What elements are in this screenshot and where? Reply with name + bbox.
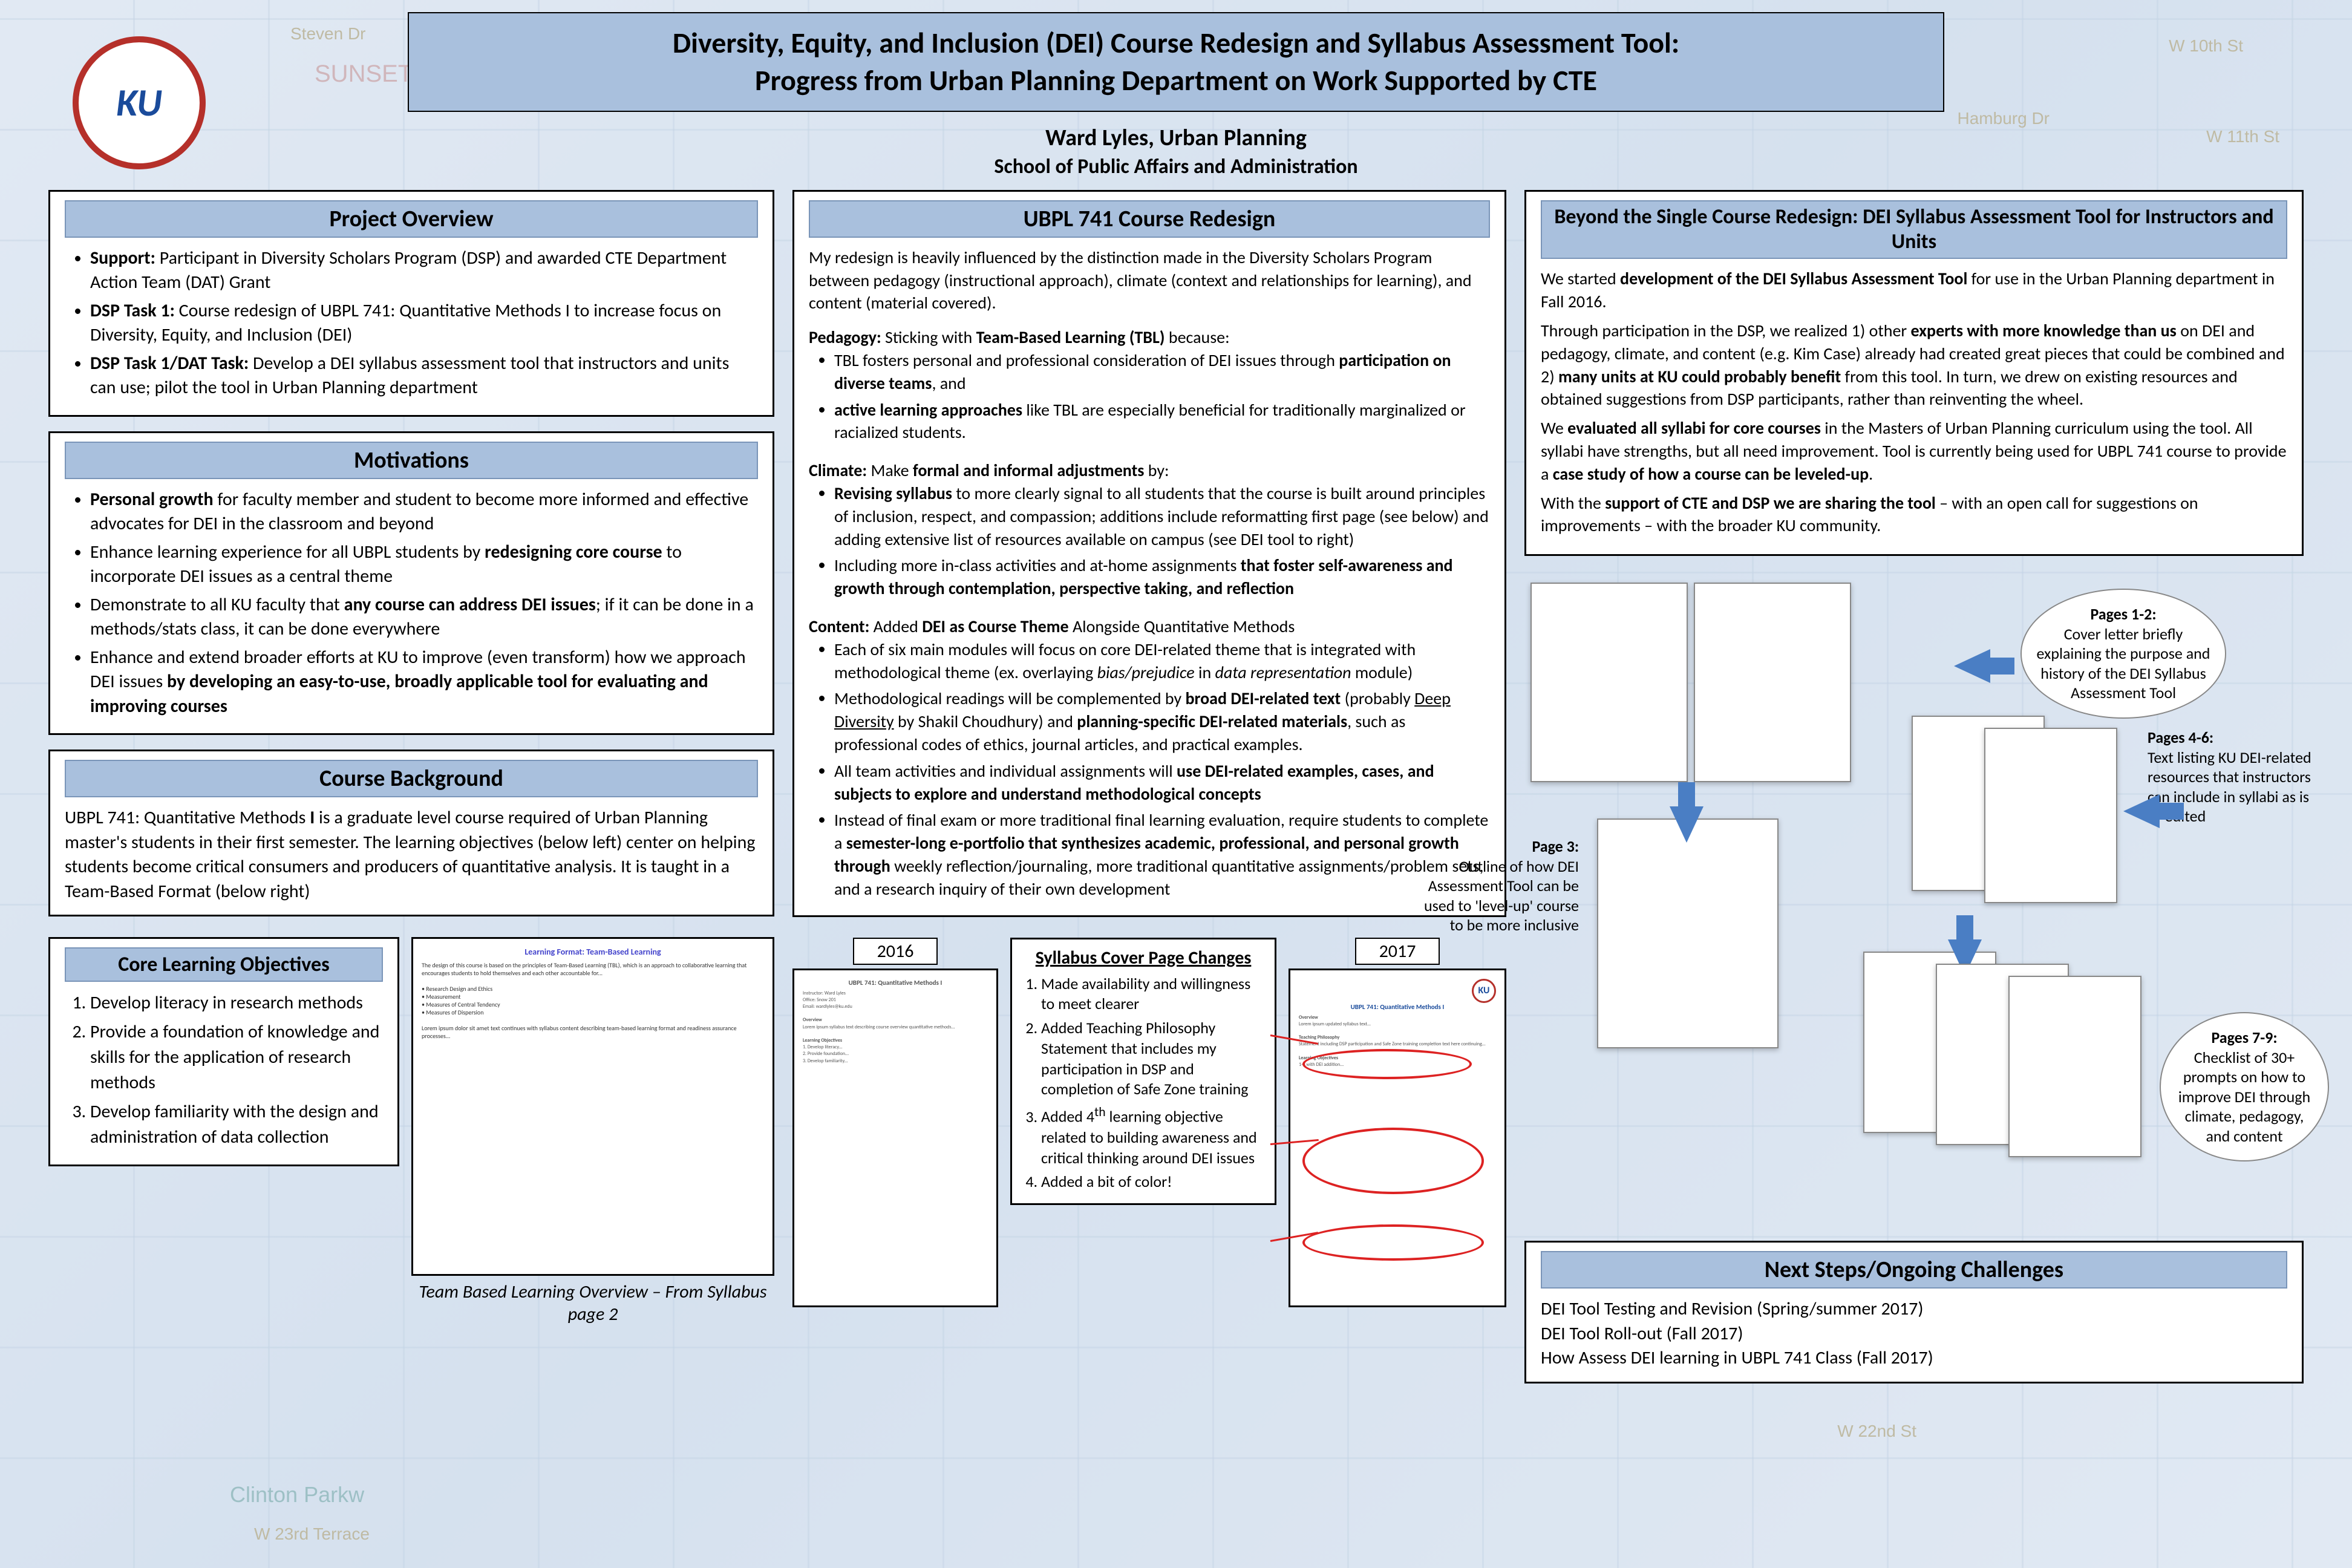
pedagogy-list: TBL fosters personal and professional co… [809,349,1490,444]
climate-item: Revising syllabus to more clearly signal… [834,482,1490,550]
arrow-icon [2123,794,2160,828]
column-right: Beyond the Single Course Redesign: DEI S… [1524,190,2304,1383]
objective-item: Develop familiarity with the design and … [90,1099,383,1150]
ku-planner-logo: KU [73,36,206,169]
tbl-syllabus-thumbnail: Learning Format: Team-Based Learning The… [411,937,774,1276]
course-background-header: Course Background [65,760,758,797]
doc-thumb-title: Learning Format: Team-Based Learning [422,947,764,958]
content-item: Each of six main modules will focus on c… [834,638,1490,684]
syllabus-2016-wrapper: 2016 UBPL 741: Quantitative Methods I In… [792,938,998,1307]
content-item: Methodological readings will be compleme… [834,687,1490,756]
beyond-header: Beyond the Single Course Redesign: DEI S… [1541,200,2287,260]
tool-page-thumb [1597,818,1779,1048]
syllabus-2017-wrapper: 2017 KU UBPL 741: Quantitative Methods I… [1289,938,1506,1307]
motivation-item: Enhance learning experience for all UBPL… [90,540,758,589]
poster-title-line2: Progress from Urban Planning Department … [427,62,1925,99]
climate-lead: Climate: Make formal and informal adjust… [809,459,1490,482]
callout-pages-1-2: Pages 1-2:Cover letter briefly explainin… [2020,589,2226,719]
tool-page-thumb [2008,976,2141,1157]
syllabus-2016-thumbnail: UBPL 741: Quantitative Methods I Instruc… [792,969,998,1307]
syllabus-change-item: Added a bit of color! [1041,1172,1265,1192]
tool-page-thumb [1984,728,2117,903]
syllabus-change-item: Added 4th learning objective related to … [1041,1103,1265,1168]
logo-text: KU [116,79,162,126]
next-step-item: DEI Tool Roll-out (Fall 2017) [1541,1322,2287,1347]
learning-objectives-box: Core Learning Objectives Develop literac… [48,937,399,1166]
project-overview-list: Support: Participant in Diversity Schola… [65,246,758,400]
overview-item: Support: Participant in Diversity Schola… [90,246,758,295]
red-annotation-oval [1302,1049,1472,1079]
callout-pages-7-9: Pages 7-9:Checklist of 30+ prompts on ho… [2160,1012,2329,1161]
tbl-overview-wrapper: Learning Format: Team-Based Learning The… [411,937,774,1325]
doc-title-2016: UBPL 741: Quantitative Methods I [803,979,988,987]
content-item: Instead of final exam or more traditiona… [834,809,1490,900]
pedagogy-item: active learning approaches like TBL are … [834,399,1490,445]
column-center: UBPL 741 Course Redesign My redesign is … [792,190,1506,1307]
poster-title-block: Diversity, Equity, and Inclusion (DEI) C… [408,12,1944,112]
climate-list: Revising syllabus to more clearly signal… [809,482,1490,600]
next-step-item: How Assess DEI learning in UBPL 741 Clas… [1541,1346,2287,1371]
course-redesign-box: UBPL 741 Course Redesign My redesign is … [792,190,1506,917]
syllabus-changes-list: Made availability and willingness to mee… [1022,974,1265,1193]
motivation-item: Personal growth for faculty member and s… [90,488,758,537]
climate-item: Including more in-class activities and a… [834,554,1490,600]
syllabus-change-item: Added Teaching Philosophy Statement that… [1041,1018,1265,1100]
syllabus-2017-thumbnail: KU UBPL 741: Quantitative Methods I Over… [1289,969,1506,1307]
next-steps-box: Next Steps/Ongoing Challenges DEI Tool T… [1524,1241,2304,1383]
course-background-text: UBPL 741: Quantitative Methods I is a gr… [65,806,758,904]
content-item: All team activities and individual assig… [834,760,1490,806]
course-redesign-header: UBPL 741 Course Redesign [809,200,1490,238]
project-overview-header: Project Overview [65,200,758,238]
column-left: Project Overview Support: Participant in… [48,190,774,1326]
redesign-intro: My redesign is heavily influenced by the… [809,246,1490,315]
arrow-icon [1670,806,1704,843]
next-step-item: DEI Tool Testing and Revision (Spring/su… [1541,1297,2287,1322]
year-2016-label: 2016 [853,938,938,965]
beyond-para: We evaluated all syllabi for core course… [1541,417,2287,485]
beyond-para: With the support of CTE and DSP we are s… [1541,492,2287,538]
beyond-redesign-box: Beyond the Single Course Redesign: DEI S… [1524,190,2304,556]
objective-item: Provide a foundation of knowledge and sk… [90,1019,383,1096]
motivations-box: Motivations Personal growth for faculty … [48,431,774,736]
assessment-tool-pages-area: Pages 1-2:Cover letter briefly explainin… [1524,577,2304,1218]
red-annotation-oval [1302,1224,1484,1261]
poster-title-line1: Diversity, Equity, and Inclusion (DEI) C… [427,24,1925,62]
poster-author: Ward Lyles, Urban Planning [36,124,2316,152]
course-background-box: Course Background UBPL 741: Quantitative… [48,750,774,916]
next-steps-header: Next Steps/Ongoing Challenges [1541,1251,2287,1289]
syllabus-change-item: Made availability and willingness to mee… [1041,974,1265,1015]
content-lead: Content: Added DEI as Course Theme Along… [809,615,1490,638]
overview-item: DSP Task 1/DAT Task: Develop a DEI sylla… [90,351,758,400]
red-annotation-oval [1302,1128,1484,1194]
callout-page-3: Page 3:Outline of how DEI Assessment Too… [1422,837,1579,935]
year-2017-label: 2017 [1355,938,1440,965]
overview-item: DSP Task 1: Course redesign of UBPL 741:… [90,299,758,348]
syllabus-changes-header: Syllabus Cover Page Changes [1022,947,1265,969]
learning-objectives-header: Core Learning Objectives [65,947,383,982]
beyond-para: We started development of the DEI Syllab… [1541,267,2287,313]
motivations-header: Motivations [65,442,758,479]
tool-page-thumb [1530,583,1688,782]
poster-affiliation: School of Public Affairs and Administrat… [36,154,2316,179]
syllabus-changes-box: Syllabus Cover Page Changes Made availab… [1010,938,1276,1206]
beyond-para: Through participation in the DSP, we rea… [1541,319,2287,411]
learning-objectives-list: Develop literacy in research methods Pro… [65,990,383,1150]
pedagogy-item: TBL fosters personal and professional co… [834,349,1490,395]
objective-item: Develop literacy in research methods [90,990,383,1016]
doc-title-2017: UBPL 741: Quantitative Methods I [1299,1003,1496,1011]
tbl-caption: Team Based Learning Overview – From Syll… [411,1281,774,1325]
project-overview-box: Project Overview Support: Participant in… [48,190,774,417]
arrow-icon [1954,649,1990,683]
motivation-item: Enhance and extend broader efforts at KU… [90,645,758,719]
motivations-list: Personal growth for faculty member and s… [65,488,758,719]
tool-page-thumb [1694,583,1851,782]
motivation-item: Demonstrate to all KU faculty that any c… [90,593,758,642]
content-list: Each of six main modules will focus on c… [809,638,1490,901]
pedagogy-lead: Pedagogy: Sticking with Team-Based Learn… [809,326,1490,349]
